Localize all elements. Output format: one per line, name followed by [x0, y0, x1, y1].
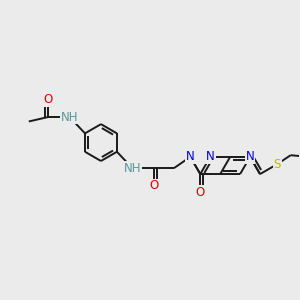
Text: O: O [44, 93, 53, 106]
Text: NH: NH [124, 162, 141, 175]
Text: N: N [246, 150, 254, 163]
Text: O: O [196, 186, 205, 199]
Text: N: N [246, 150, 254, 163]
Text: O: O [149, 179, 158, 193]
Text: S: S [274, 158, 281, 171]
Text: NH: NH [61, 110, 78, 124]
Text: N: N [186, 150, 195, 163]
Text: N: N [206, 150, 214, 163]
